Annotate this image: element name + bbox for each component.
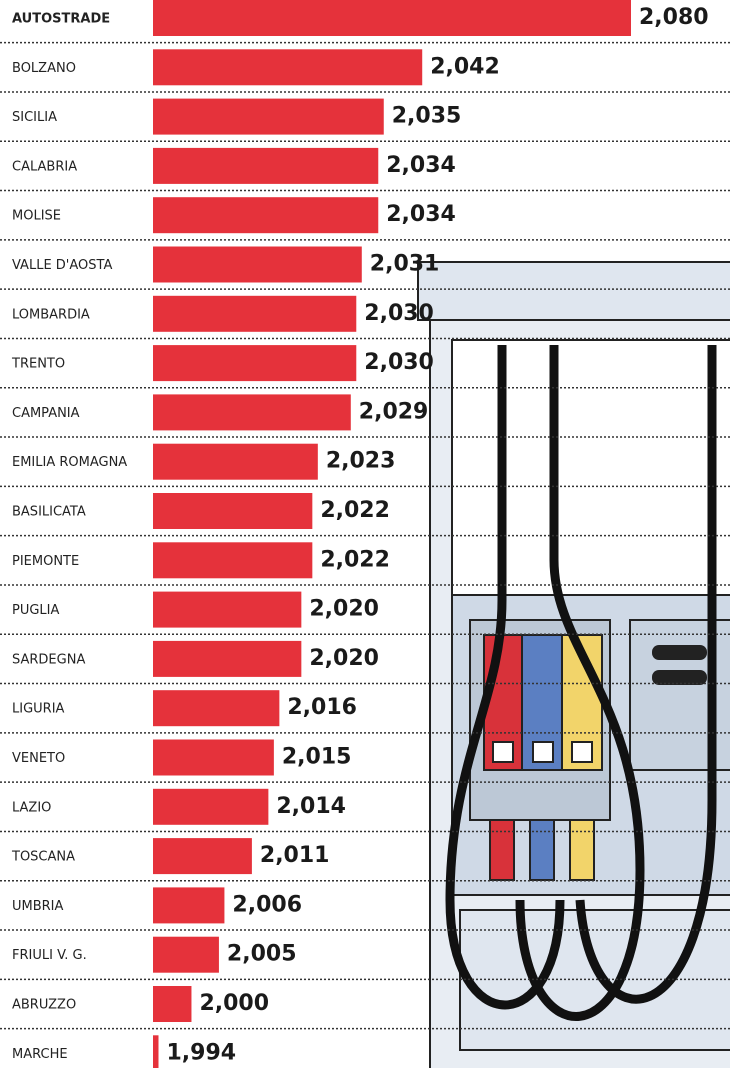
category-label: AUTOSTRADE <box>12 12 110 27</box>
bar <box>153 936 219 973</box>
bar <box>153 542 313 579</box>
value-label: 2,031 <box>370 252 440 277</box>
value-label: 2,080 <box>639 5 709 30</box>
value-label: 2,020 <box>309 597 379 622</box>
bar <box>153 591 302 628</box>
category-label: ABRUZZO <box>12 998 76 1013</box>
bar <box>153 986 192 1022</box>
category-label: FRIULI V. G. <box>12 948 87 963</box>
value-label: 2,015 <box>282 745 352 770</box>
bar <box>153 838 252 875</box>
category-label: SARDEGNA <box>12 652 85 667</box>
category-label: VALLE D'AOSTA <box>12 258 112 273</box>
value-label: 2,022 <box>320 547 390 572</box>
value-label: 2,016 <box>287 695 357 720</box>
bar <box>153 0 631 36</box>
bar <box>153 1035 159 1068</box>
bar <box>153 246 362 283</box>
bar <box>153 443 318 480</box>
bar <box>153 98 384 135</box>
category-label: MOLISE <box>12 209 61 224</box>
category-label: EMILIA ROMAGNA <box>12 455 127 470</box>
category-label: LAZIO <box>12 800 51 815</box>
value-label: 1,994 <box>166 1040 236 1065</box>
value-label: 2,011 <box>260 843 330 868</box>
value-label: 2,006 <box>232 892 302 917</box>
bar <box>153 739 274 776</box>
category-label: LIGURIA <box>12 702 65 717</box>
value-label: 2,020 <box>309 646 379 671</box>
category-label: MARCHE <box>12 1047 68 1062</box>
value-label: 2,014 <box>276 794 346 819</box>
bar <box>153 197 379 234</box>
bar <box>153 147 379 184</box>
category-label: PUGLIA <box>12 603 60 618</box>
category-label: UMBRIA <box>12 899 64 914</box>
category-label: CALABRIA <box>12 159 77 174</box>
bar <box>153 394 351 431</box>
value-label: 2,042 <box>430 54 500 79</box>
category-label: LOMBARDIA <box>12 307 90 322</box>
value-label: 2,034 <box>386 153 456 178</box>
bar <box>153 493 313 529</box>
value-label: 2,030 <box>364 301 434 326</box>
category-label: TOSCANA <box>11 850 75 865</box>
value-label: 2,000 <box>199 991 269 1016</box>
value-label: 2,030 <box>364 350 434 375</box>
category-label: TRENTO <box>11 357 65 372</box>
bar <box>153 788 269 825</box>
value-label: 2,005 <box>227 942 297 967</box>
bar <box>153 887 225 924</box>
bar <box>153 345 357 382</box>
bar <box>153 49 423 86</box>
category-label: BOLZANO <box>12 61 76 76</box>
value-label: 2,022 <box>320 498 390 523</box>
category-label: VENETO <box>12 751 65 766</box>
category-label: PIEMONTE <box>12 554 79 569</box>
value-label: 2,023 <box>326 449 396 474</box>
value-label: 2,029 <box>359 399 429 424</box>
bar <box>153 640 302 677</box>
bar <box>153 295 357 332</box>
value-label: 2,035 <box>392 104 462 129</box>
fuel-pump-illustration <box>417 261 730 1068</box>
category-label: SICILIA <box>12 110 57 125</box>
value-label: 2,034 <box>386 202 456 227</box>
category-label: BASILICATA <box>12 505 86 520</box>
category-label: CAMPANIA <box>12 406 80 421</box>
bar <box>153 690 280 727</box>
